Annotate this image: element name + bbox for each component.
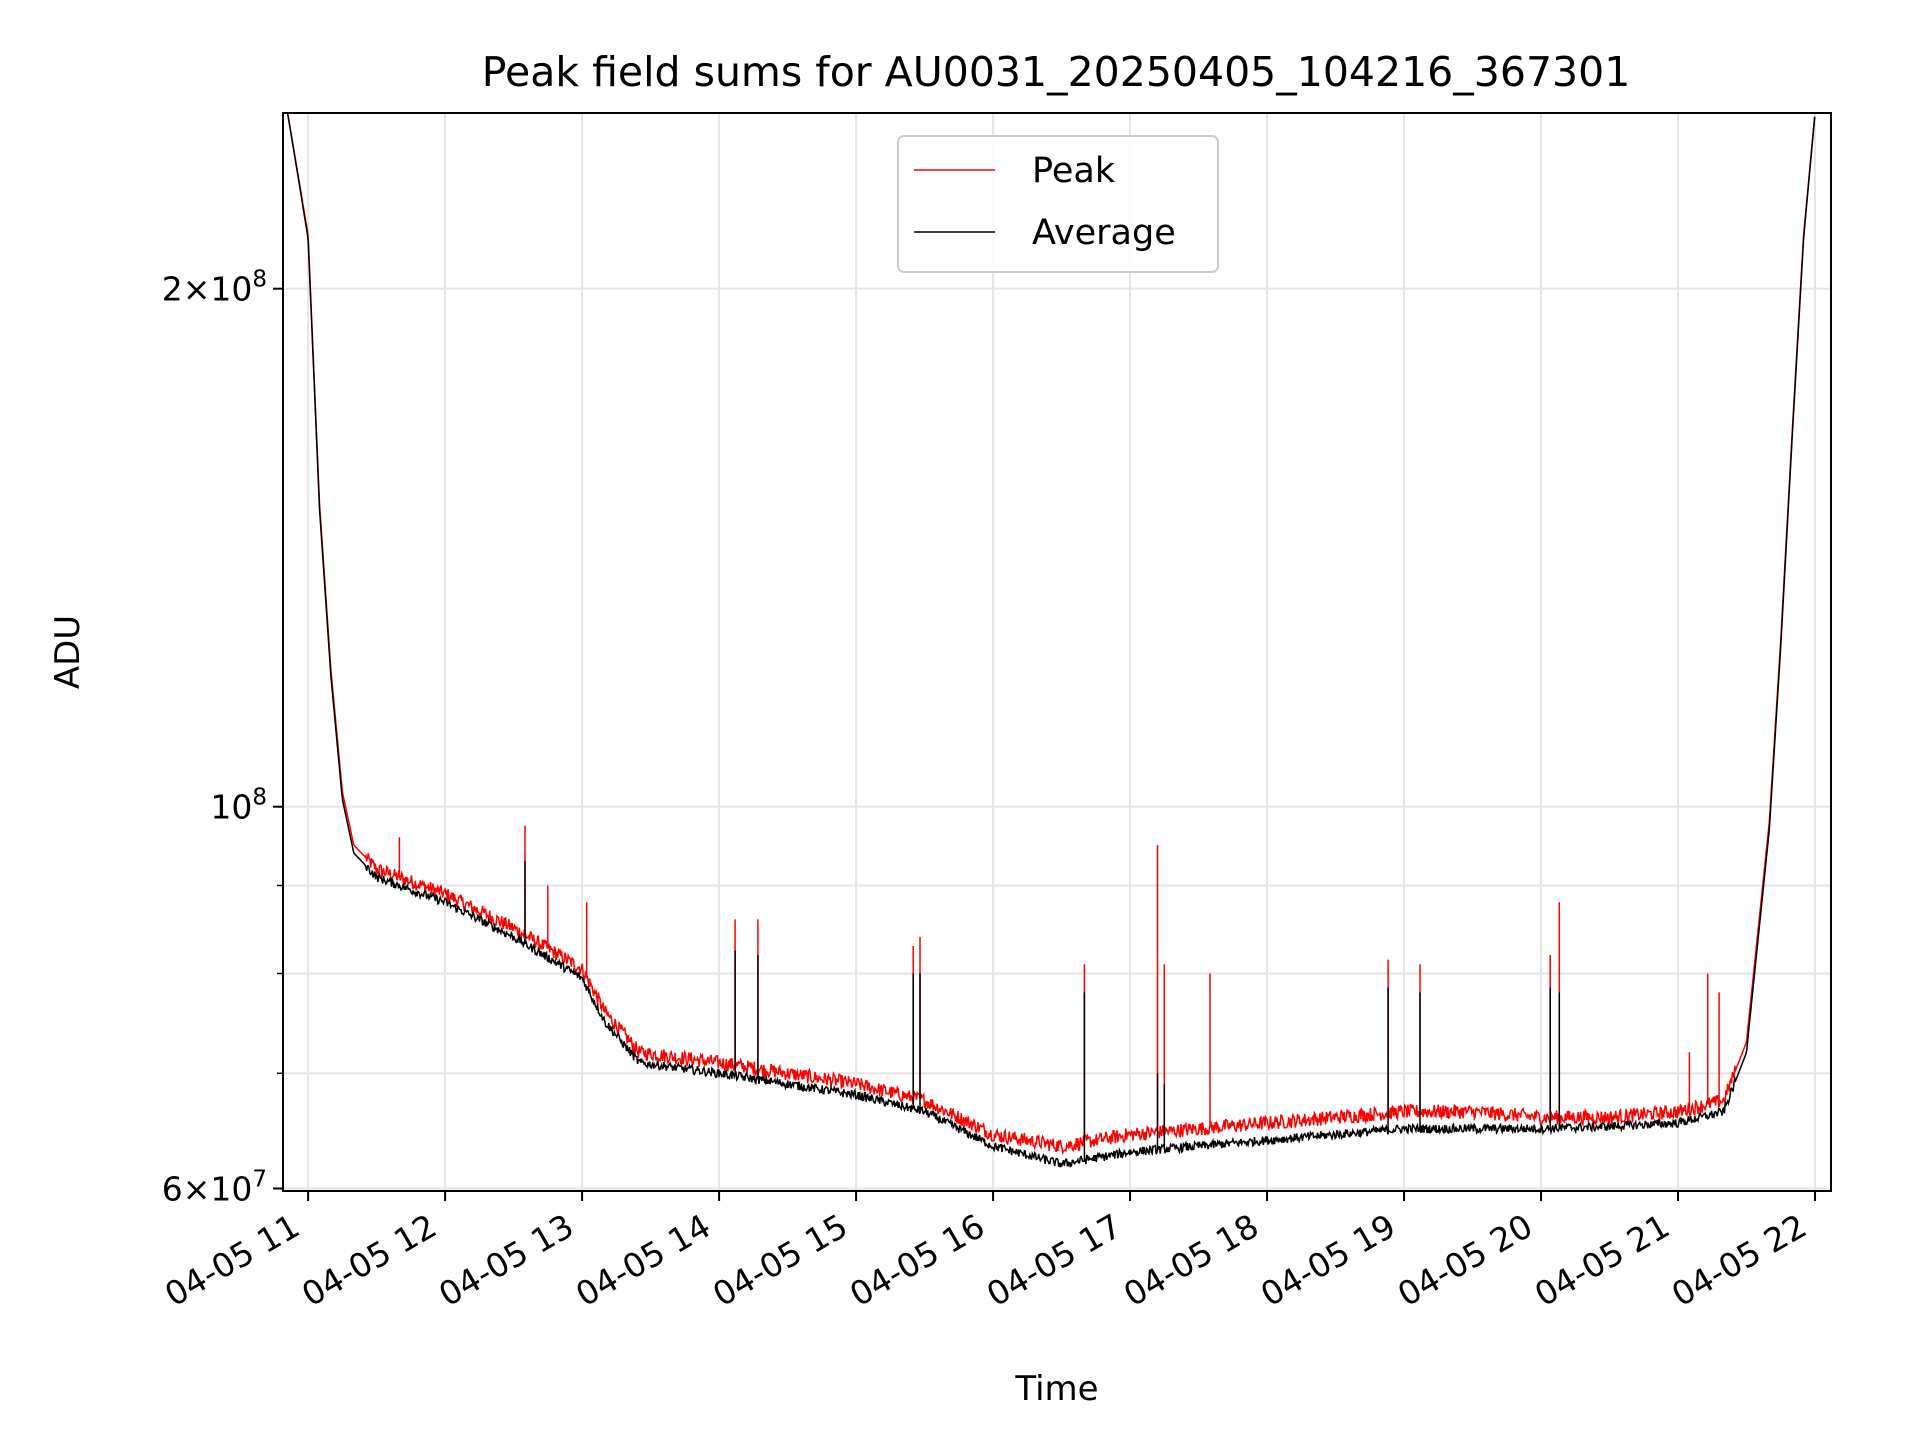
x-tick-label: 04-05 16 [843, 1206, 991, 1314]
grid-lines [283, 113, 1831, 1191]
y-tick-label: 6×107 [162, 1167, 267, 1209]
x-tick-label: 04-05 22 [1665, 1206, 1813, 1314]
series-line-average [286, 113, 1816, 1168]
axes-frame [282, 112, 1832, 1192]
y-axis-ticks: 6×107 108 2×108 [162, 267, 283, 1209]
x-tick-label: 04-05 17 [980, 1206, 1128, 1314]
x-tick-label: 04-05 15 [706, 1206, 854, 1314]
x-tick-label: 04-05 14 [569, 1206, 717, 1314]
x-tick-label: 04-05 11 [158, 1206, 306, 1314]
x-axis-label: Time [1014, 1369, 1098, 1409]
y-axis-label: ADU [48, 615, 88, 689]
legend: Peak Average [897, 135, 1219, 273]
x-tick-label: 04-05 20 [1391, 1206, 1539, 1314]
plot-area [286, 113, 1816, 1168]
x-tick-label: 04-05 13 [432, 1206, 580, 1314]
y-tick-label: 2×108 [162, 267, 267, 309]
x-tick-label: 04-05 19 [1254, 1206, 1402, 1314]
x-tick-label: 04-05 21 [1528, 1206, 1676, 1314]
chart-title: Peak field sums for AU0031_20250405_1042… [482, 48, 1631, 96]
y-tick-label: 108 [210, 785, 267, 827]
legend-label-peak: Peak [1032, 151, 1116, 191]
x-tick-label: 04-05 18 [1117, 1206, 1265, 1314]
x-tick-label: 04-05 12 [295, 1206, 443, 1314]
legend-label-average: Average [1032, 213, 1176, 253]
